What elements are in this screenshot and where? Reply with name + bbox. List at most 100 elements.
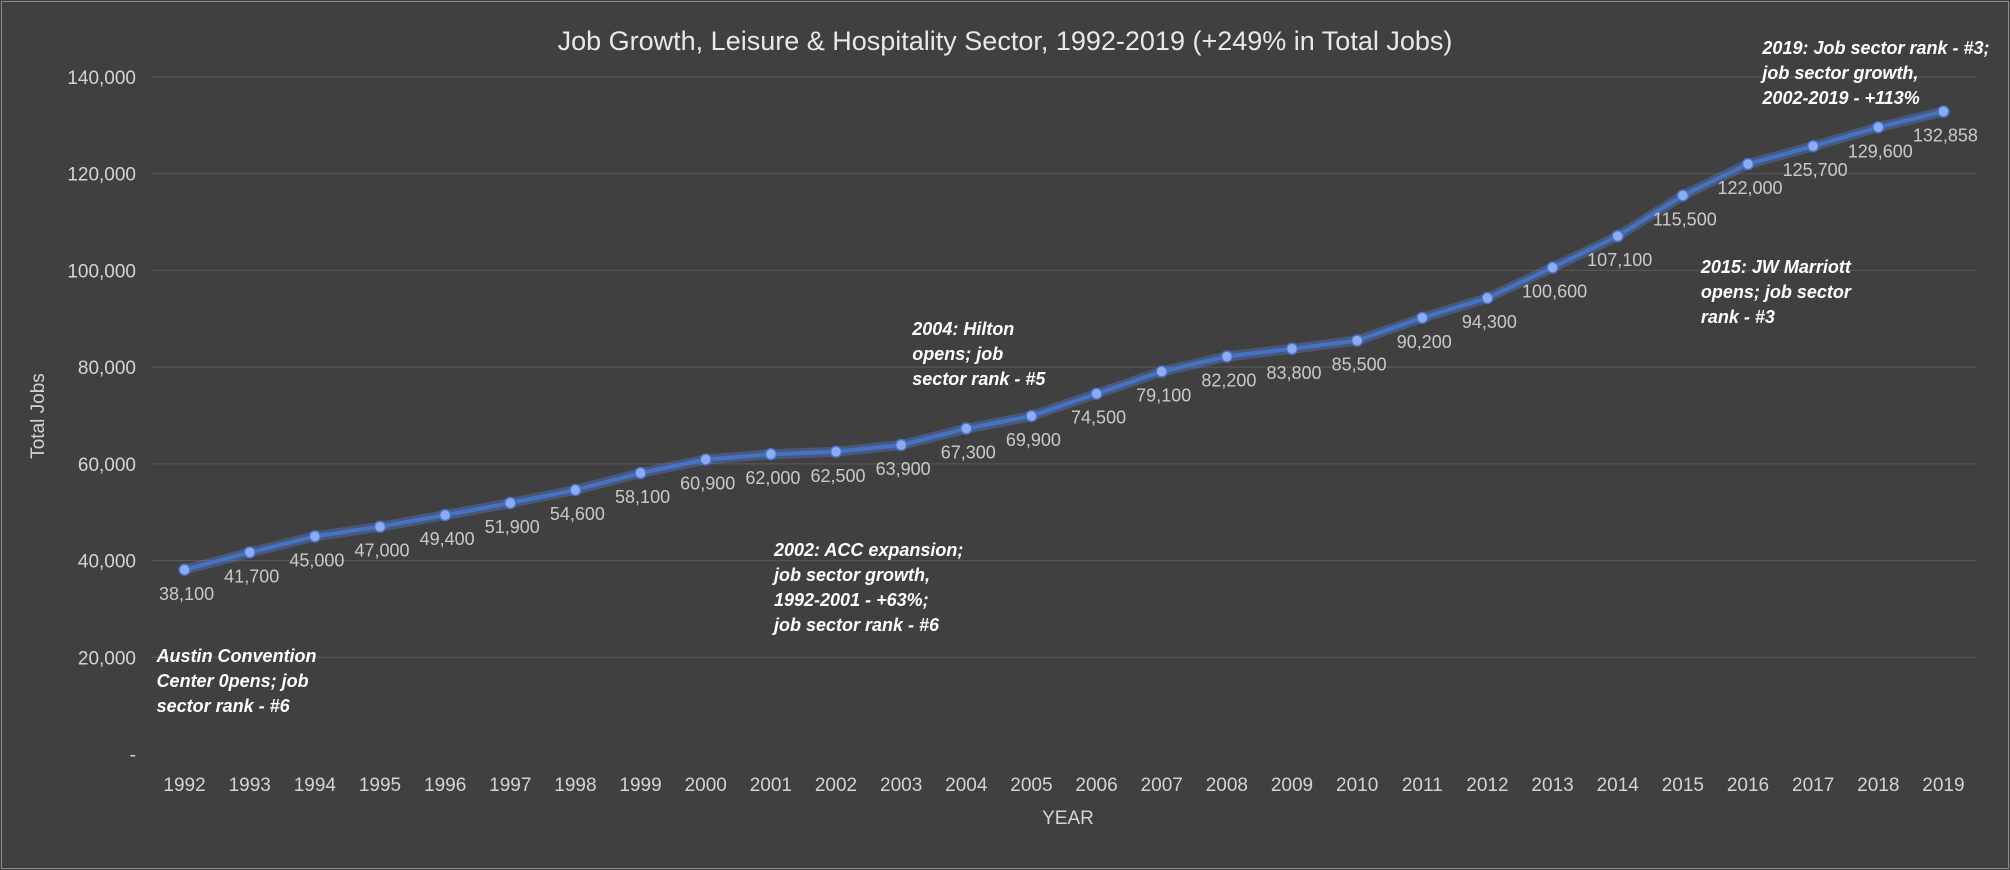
annotation-line: opens; job sector [1701,282,1852,302]
data-label: 69,900 [1006,430,1061,450]
annotation-2004: 2004: Hilton opens; job sector rank - #5 [911,319,1046,389]
data-point [569,483,582,497]
data-label: 125,700 [1783,160,1848,180]
data-point [960,422,973,435]
annotation-line: sector rank - #6 [157,696,291,716]
x-tick-label: 1992 [163,775,205,796]
data-label: 49,400 [420,529,475,549]
data-label: 129,600 [1848,141,1913,161]
data-label: 79,100 [1136,385,1191,405]
annotation-1992: Austin Convention Center 0pens; job sector… [156,646,317,716]
data-point [373,520,387,533]
data-point [504,496,517,510]
data-label: 60,900 [680,474,735,494]
x-tick-label: 1995 [359,775,401,796]
annotation-2002: 2002: ACC expansion; job sector growth, 19… [772,540,963,635]
data-point [1676,189,1690,202]
x-tick-label: 2003 [880,775,922,796]
x-tick-label: 2005 [1010,775,1052,796]
data-point [1416,311,1429,325]
chart-title: Job Growth, Leisure & Hospitality Sector… [558,26,1453,56]
data-label: 74,500 [1071,408,1126,428]
x-tick-label: 2010 [1336,775,1378,796]
data-label: 63,900 [876,459,931,479]
data-point [1350,334,1364,347]
annotation-line: 2004: Hilton [911,319,1014,339]
data-point [699,453,712,466]
x-tick-label: 2012 [1466,775,1508,796]
annotation-line: 2015: JW Marriott [1700,257,1852,277]
x-tick-label: 2015 [1662,775,1704,796]
data-point [894,438,908,452]
data-point [1090,387,1103,400]
annotation-line: rank - #3 [1701,307,1775,327]
data-point [1806,139,1820,153]
data-point [178,563,191,577]
x-tick-label: 2000 [685,775,727,796]
x-tick-label: 1997 [489,775,531,796]
data-label: 132,858 [1913,126,1978,146]
data-point [1937,105,1950,118]
data-label: 47,000 [354,541,409,561]
annotation-line: job sector rank - #6 [772,615,940,635]
annotation-line: 2002: ACC expansion; [773,540,963,560]
data-point [1285,342,1299,356]
data-point [829,445,843,459]
y-tick-label: 60,000 [78,455,136,476]
data-label: 67,300 [941,443,996,463]
data-point [1155,365,1168,378]
x-axis-ticks: 1992 1993 1994 1995 1996 1997 1998 1999 2000 2001… [163,775,1964,796]
data-point [764,447,778,461]
y-tick-label: 120,000 [67,165,136,186]
data-point [438,508,452,522]
data-label: 45,000 [289,550,344,570]
x-tick-label: 2006 [1075,775,1117,796]
annotation-line: Center 0pens; job [157,671,309,691]
gridlines [152,76,1976,658]
y-tick-label: 40,000 [78,552,136,573]
y-tick-label: - [130,745,136,766]
data-point [634,466,647,480]
data-label: 82,200 [1201,371,1256,391]
data-label: 90,200 [1397,332,1452,352]
data-point [1481,291,1494,305]
y-axis-ticks: - 20,000 40,000 60,000 80,000 100,000 120,000 1… [67,68,136,766]
x-tick-label: 2009 [1271,775,1313,796]
data-label: 100,600 [1522,282,1587,302]
data-label: 51,900 [485,517,540,537]
x-tick-label: 2014 [1597,775,1640,796]
y-tick-label: 20,000 [78,648,136,669]
data-label: 62,000 [745,468,800,488]
data-point [1546,261,1559,274]
x-tick-label: 2007 [1141,775,1183,796]
x-tick-label: 2001 [750,775,792,796]
annotation-2019: 2019: Job sector rank - #3; job sector gr… [1760,38,1989,108]
data-label: 58,100 [615,487,670,507]
annotation-line: job sector growth, [772,565,930,585]
x-tick-label: 1999 [619,775,661,796]
data-label: 122,000 [1717,178,1782,198]
data-point [1611,229,1624,243]
x-tick-label: 2017 [1792,775,1834,796]
annotation-line: 1992-2001 - +63%; [774,590,929,610]
x-tick-label: 1998 [554,775,596,796]
x-tick-label: 2002 [815,775,857,796]
data-point [1025,409,1038,423]
data-point [1741,157,1755,171]
data-point [243,546,256,559]
data-label: 41,700 [224,566,279,586]
annotations: Austin Convention Center 0pens; job sector… [156,38,1990,716]
data-label: 83,800 [1266,363,1321,383]
x-tick-label: 2016 [1727,775,1769,796]
x-tick-label: 2011 [1402,775,1443,796]
data-point [1220,350,1234,363]
annotation-line: 2019: Job sector rank - #3; [1761,38,1989,58]
x-tick-label: 1993 [229,775,271,796]
y-tick-label: 140,000 [67,68,136,89]
x-tick-label: 2018 [1857,775,1899,796]
annotation-line: opens; job [912,344,1003,364]
series-line [184,109,1944,572]
data-label: 94,300 [1462,312,1517,332]
